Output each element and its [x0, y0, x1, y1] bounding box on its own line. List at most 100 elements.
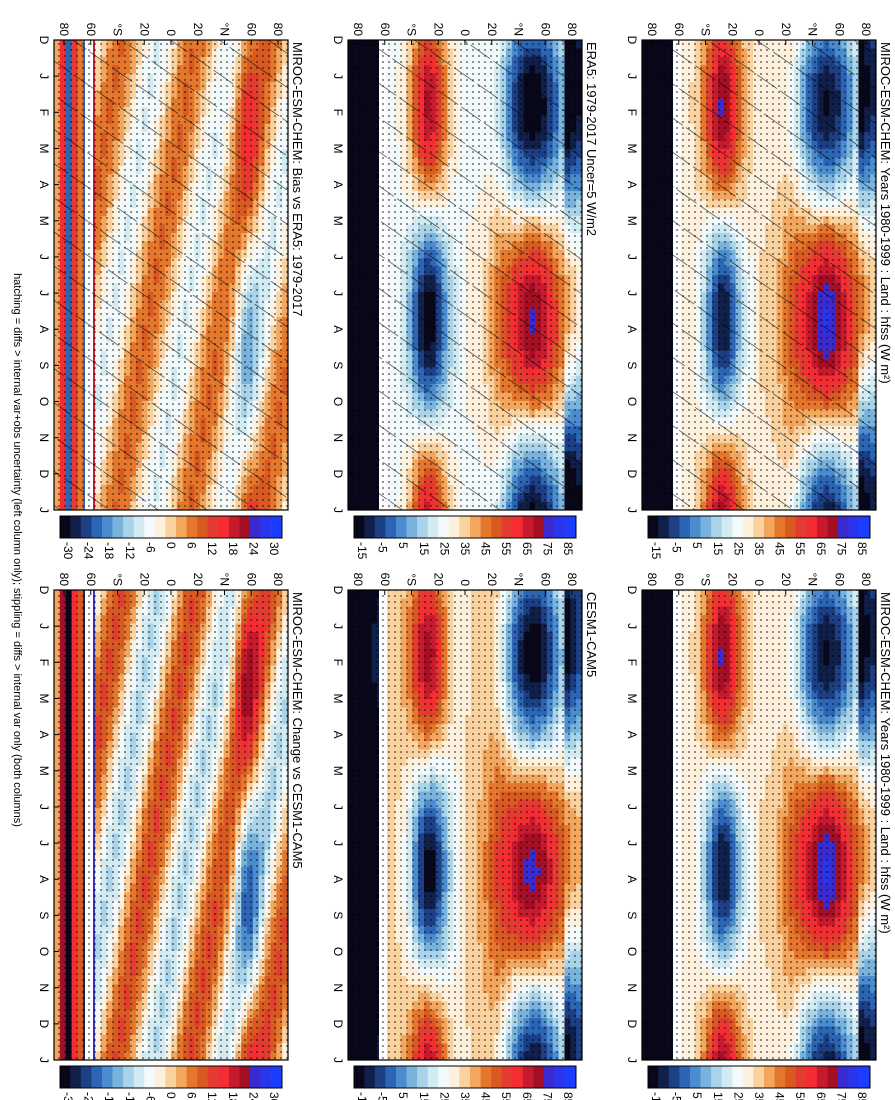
colorbar-swatch: [679, 1066, 691, 1088]
x-tick-label: A: [625, 181, 639, 189]
y-tick-label: °N: [806, 573, 820, 586]
x-tick-label: J: [625, 73, 639, 79]
y-tick-label: 20: [779, 573, 793, 587]
colorbar-label: 85: [855, 542, 869, 556]
colorbar-swatch: [689, 516, 701, 538]
colorbar-swatch: [721, 1066, 733, 1088]
x-tick-label: D: [625, 1020, 639, 1029]
y-tick-label: 80: [859, 573, 873, 587]
colorbar-swatch: [774, 516, 786, 538]
y-tick-label: 0: [752, 29, 766, 36]
x-tick-label: F: [625, 109, 639, 116]
x-tick-label: S: [625, 911, 639, 919]
x-tick-label: S: [625, 361, 639, 369]
colorbar-swatch: [668, 1066, 680, 1088]
colorbar-swatch: [711, 1066, 722, 1088]
colorbar-swatch: [827, 516, 839, 538]
colorbar-label: 35: [752, 542, 766, 556]
x-tick-label: D: [625, 586, 639, 595]
colorbar-label: 15: [711, 542, 725, 556]
colorbar-swatch: [816, 516, 828, 538]
colorbar-swatch: [753, 1066, 765, 1088]
colorbar-label: 55: [793, 542, 807, 556]
colorbar-swatch: [668, 516, 680, 538]
colorbar-swatch: [837, 516, 849, 538]
colorbar-label: 45: [773, 542, 787, 556]
y-tick-label: °S: [699, 23, 713, 36]
panel-p3: ERA5: 1979-2017 Uncer=5 W/m2DJFMAMJJASON…: [331, 23, 599, 560]
colorbar-swatch: [647, 516, 659, 538]
colorbar-label: 5: [690, 1092, 704, 1099]
colorbar-swatch: [859, 516, 870, 538]
x-tick-label: M: [625, 216, 639, 226]
x-tick-label: J: [625, 804, 639, 810]
colorbar-swatch: [795, 1066, 807, 1088]
x-tick-label: N: [625, 983, 639, 992]
x-tick-label: D: [625, 36, 639, 45]
colorbar-label: 45: [773, 1092, 787, 1100]
colorbar-swatch: [795, 516, 807, 538]
panel-title: MIROC-ESM-CHEM: Years 1980-1999 : Land :…: [878, 42, 893, 384]
panel-title: MIROC-ESM-CHEM: Years 1980-1999 : Land :…: [878, 592, 893, 934]
colorbar-swatch: [827, 1066, 839, 1088]
stippling-overlay: [642, 590, 876, 1060]
colorbar-label: 75: [834, 542, 848, 556]
colorbar-swatch: [732, 1066, 744, 1088]
x-tick-label: J: [625, 623, 639, 629]
x-tick-label: N: [625, 433, 639, 442]
hatching-overlay: [642, 40, 876, 510]
colorbar-swatch: [806, 1066, 818, 1088]
colorbar-swatch: [689, 1066, 701, 1088]
colorbar-swatch: [785, 1066, 796, 1088]
colorbar-swatch: [785, 516, 796, 538]
y-tick-label: 60: [672, 573, 686, 587]
y-tick-label: 20: [725, 573, 739, 587]
y-tick-label: °S: [699, 573, 713, 586]
x-tick-label: D: [625, 470, 639, 479]
y-tick-label: 20: [779, 23, 793, 37]
colorbar-label: 35: [752, 1092, 766, 1100]
colorbar-swatch: [848, 1066, 860, 1088]
y-tick-label: 60: [832, 573, 846, 587]
colorbar-label: -5: [670, 1092, 684, 1100]
y-tick-label: 60: [672, 23, 686, 37]
colorbar-swatch: [742, 1066, 754, 1088]
colorbar-label: 25: [731, 1092, 745, 1100]
x-tick-label: J: [625, 290, 639, 296]
colorbar-swatch: [774, 1066, 786, 1088]
colorbar-swatch: [658, 1066, 670, 1088]
colorbar-label: 25: [731, 542, 745, 556]
x-tick-label: M: [625, 693, 639, 703]
panel-p1: MIROC-ESM-CHEM: Years 1980-1999 : Land :…: [625, 23, 893, 560]
x-tick-label: J: [625, 254, 639, 260]
colorbar-label: 5: [690, 542, 704, 549]
y-tick-label: °N: [806, 23, 820, 36]
colorbar-swatch: [753, 516, 765, 538]
colorbar-swatch: [721, 516, 733, 538]
y-tick-label: 80: [859, 23, 873, 37]
colorbar-swatch: [806, 516, 818, 538]
y-tick-label: 0: [752, 579, 766, 586]
colorbar-swatch: [763, 1066, 775, 1088]
x-tick-label: O: [625, 947, 639, 956]
x-tick-label: A: [625, 325, 639, 333]
colorbar-swatch: [859, 1066, 870, 1088]
x-tick-label: M: [625, 766, 639, 776]
colorbar-label: 65: [814, 1092, 828, 1100]
x-tick-label: A: [625, 731, 639, 739]
panel-p2: MIROC-ESM-CHEM: Years 1980-1999 : Land :…: [625, 573, 893, 1100]
colorbar-label: 75: [834, 1092, 848, 1100]
colorbar-swatch: [679, 516, 691, 538]
colorbar-label: 65: [814, 542, 828, 556]
colorbar-swatch: [837, 1066, 849, 1088]
x-tick-label: A: [625, 875, 639, 883]
colorbar-swatch: [658, 516, 670, 538]
y-tick-label: 80: [645, 573, 659, 587]
colorbar-swatch: [742, 516, 754, 538]
x-tick-label: M: [625, 143, 639, 153]
y-tick-label: 20: [725, 23, 739, 37]
x-tick-label: F: [625, 659, 639, 666]
colorbar-label: -15: [649, 1092, 663, 1100]
